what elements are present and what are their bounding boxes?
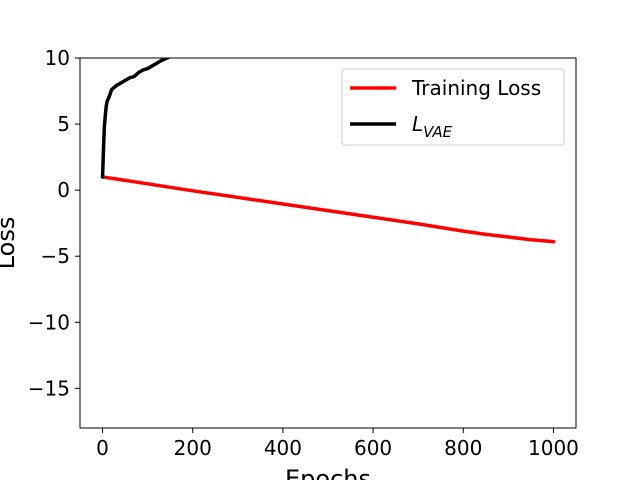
series-line-l-vae	[100, 58, 172, 179]
y-tick-label: 5	[57, 112, 70, 136]
x-tick-label: 0	[96, 436, 109, 460]
legend-box	[341, 68, 565, 146]
legend-label-l-vae-main: L	[412, 112, 423, 136]
x-tick-label: 800	[444, 436, 482, 460]
y-tick-label: −5	[41, 244, 70, 268]
legend-label-l-vae-sub: VAE	[423, 123, 453, 141]
legend-label-l-vae: LVAE	[412, 112, 453, 141]
plot-frame	[79, 57, 577, 429]
series-layer	[100, 58, 556, 244]
x-tick-label: 400	[264, 436, 302, 460]
y-axis-ticks: 10 5 0 −5 −10 −15	[28, 46, 80, 400]
y-tick-label: −10	[28, 310, 70, 334]
x-tick-label: 600	[354, 436, 392, 460]
y-axis-title: Loss	[0, 217, 20, 270]
x-axis-ticks: 0 200 400 600 800 1000	[96, 428, 579, 460]
x-tick-label: 200	[174, 436, 212, 460]
x-tick-label: 1000	[528, 436, 579, 460]
legend: Training Loss LVAE	[341, 68, 565, 146]
y-tick-label: −15	[28, 376, 70, 400]
y-tick-label: 10	[45, 46, 70, 70]
series-line-training-loss	[100, 175, 556, 244]
legend-label-training-loss: Training Loss	[411, 76, 541, 100]
x-axis-title: Epochs	[285, 465, 371, 480]
y-tick-label: 0	[57, 178, 70, 202]
